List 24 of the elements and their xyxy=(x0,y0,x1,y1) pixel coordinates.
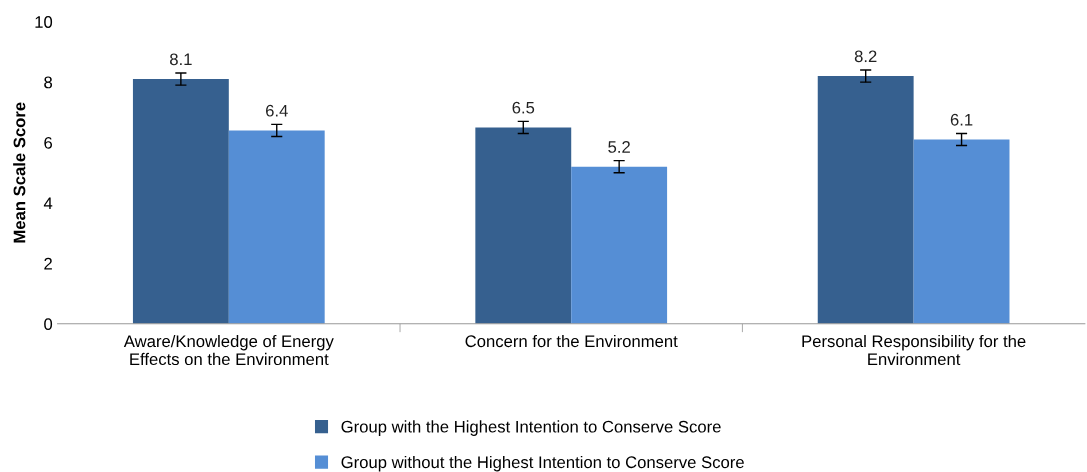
y-tick-label: 8 xyxy=(44,76,53,89)
y-tick-label: 0 xyxy=(44,318,53,330)
y-tick-label: 10 xyxy=(35,16,53,28)
bar xyxy=(817,76,914,324)
data-label: 6.4 xyxy=(266,104,288,117)
bar xyxy=(132,79,229,324)
bar xyxy=(228,130,325,324)
data-label: 5.2 xyxy=(608,141,630,153)
bar xyxy=(571,166,668,324)
bar xyxy=(913,139,1010,324)
data-label: 6.5 xyxy=(512,101,535,114)
legend-label: Group with the Highest Intention to Conserve Score xyxy=(341,420,721,436)
data-label: 8.2 xyxy=(854,50,877,63)
x-tick-label: Concern for the Environment xyxy=(465,334,678,348)
y-tick-label: 2 xyxy=(44,257,52,270)
x-tick-label: Personal Responsibility for the Environment xyxy=(802,334,1026,366)
bar xyxy=(475,127,572,324)
y-tick-label: 6 xyxy=(44,136,53,149)
x-tick-label: Aware/Knowledge of Energy Effects on the Environment xyxy=(123,334,334,366)
data-label: 8.1 xyxy=(170,53,192,66)
y-axis-title: Mean Scale Score xyxy=(13,102,26,243)
data-label: 6.1 xyxy=(950,113,973,126)
legend-label: Group without the Highest Intention to Conserve Score xyxy=(341,455,744,472)
y-tick-label: 4 xyxy=(43,197,53,209)
